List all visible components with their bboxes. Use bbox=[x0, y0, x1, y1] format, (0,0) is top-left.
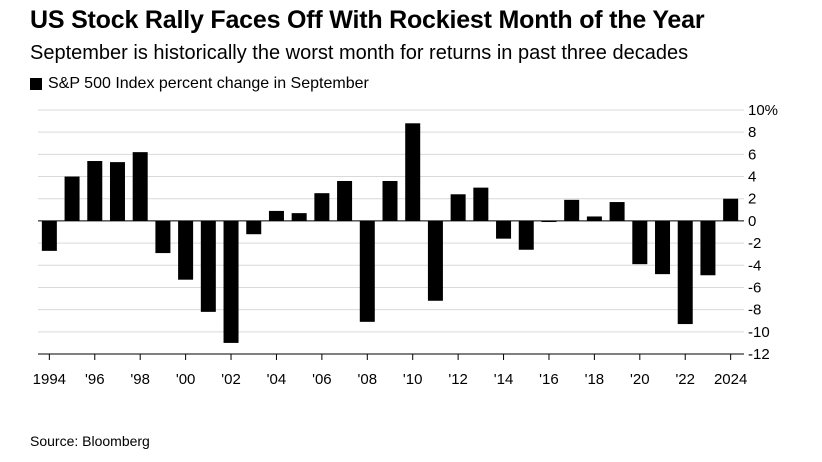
bar-2005 bbox=[291, 213, 307, 221]
legend: S&P 500 Index percent change in Septembe… bbox=[30, 75, 369, 93]
axes: 10% 8 6 4 2 0 -2 -4 -6 -8 -10 -12 1994 '96 '98 '00 '02 '0… bbox=[33, 102, 778, 388]
legend-swatch bbox=[30, 78, 42, 90]
bar-2019 bbox=[609, 202, 625, 221]
bar-1994 bbox=[41, 220, 57, 251]
bar-2018 bbox=[586, 216, 602, 221]
bar-1996 bbox=[87, 161, 103, 221]
x-tick-label: '02 bbox=[221, 371, 241, 388]
bar-2010 bbox=[405, 123, 421, 221]
bar-2001 bbox=[200, 220, 216, 312]
x-tick-label: 1994 bbox=[33, 371, 66, 388]
bar-2004 bbox=[268, 210, 284, 221]
x-tick-label: '04 bbox=[267, 371, 287, 388]
x-tick-label: '10 bbox=[403, 371, 423, 388]
bar-2022 bbox=[677, 220, 693, 325]
y-tick-label: 2 bbox=[748, 191, 756, 208]
y-tick-label: 6 bbox=[748, 146, 756, 163]
bar-1998 bbox=[132, 152, 148, 221]
y-tick-label: 4 bbox=[748, 169, 756, 186]
x-tick-label: '08 bbox=[358, 371, 378, 388]
y-tick-label: -6 bbox=[748, 279, 761, 296]
bar-2013 bbox=[473, 187, 489, 221]
source-note: Source: Bloomberg bbox=[30, 433, 150, 449]
x-tick-label: '22 bbox=[675, 371, 695, 388]
x-tick-label: '06 bbox=[312, 371, 332, 388]
chart-title: US Stock Rally Faces Off With Rockiest M… bbox=[30, 6, 705, 34]
bar-2008 bbox=[359, 220, 375, 322]
y-tick-label: 8 bbox=[748, 124, 756, 141]
bar-2006 bbox=[314, 193, 330, 221]
y-tick-label: -10 bbox=[748, 324, 770, 341]
x-tick-label: '20 bbox=[630, 371, 650, 388]
x-tick-label: '18 bbox=[585, 371, 605, 388]
x-tick-label: '14 bbox=[494, 371, 514, 388]
bar-1997 bbox=[109, 162, 125, 221]
y-tick-label: -12 bbox=[748, 346, 770, 363]
y-tick-label: -8 bbox=[748, 302, 761, 319]
bar-2000 bbox=[178, 220, 194, 280]
y-tick-label: 0 bbox=[748, 213, 756, 230]
x-tick-label: '16 bbox=[539, 371, 559, 388]
bar-2023 bbox=[700, 220, 716, 276]
bar-2012 bbox=[450, 194, 466, 221]
bar-1999 bbox=[155, 220, 171, 254]
bar-2002 bbox=[223, 220, 239, 343]
bar-2003 bbox=[246, 220, 262, 235]
bar-2021 bbox=[655, 220, 671, 275]
legend-label: S&P 500 Index percent change in Septembe… bbox=[48, 75, 369, 92]
bar-2009 bbox=[382, 180, 398, 221]
bar-1995 bbox=[64, 176, 80, 221]
chart-subtitle: September is historically the worst mont… bbox=[30, 42, 689, 64]
x-tick-label: '00 bbox=[176, 371, 196, 388]
y-tick-label: -2 bbox=[748, 235, 761, 252]
x-tick-label: '96 bbox=[85, 371, 105, 388]
bar-2015 bbox=[518, 220, 534, 250]
x-tick-label: '98 bbox=[130, 371, 150, 388]
bar-2014 bbox=[496, 220, 512, 239]
bars bbox=[41, 123, 739, 343]
bar-2017 bbox=[564, 199, 580, 221]
bar-2024 bbox=[723, 198, 739, 221]
y-tick-label: 10% bbox=[748, 102, 778, 119]
bar-2016 bbox=[541, 220, 557, 223]
bar-2020 bbox=[632, 220, 648, 265]
y-tick-label: -4 bbox=[748, 257, 761, 274]
x-tick-label: '12 bbox=[448, 371, 468, 388]
x-tick-label: 2024 bbox=[714, 371, 747, 388]
bar-2011 bbox=[427, 220, 443, 301]
bar-2007 bbox=[337, 180, 353, 221]
